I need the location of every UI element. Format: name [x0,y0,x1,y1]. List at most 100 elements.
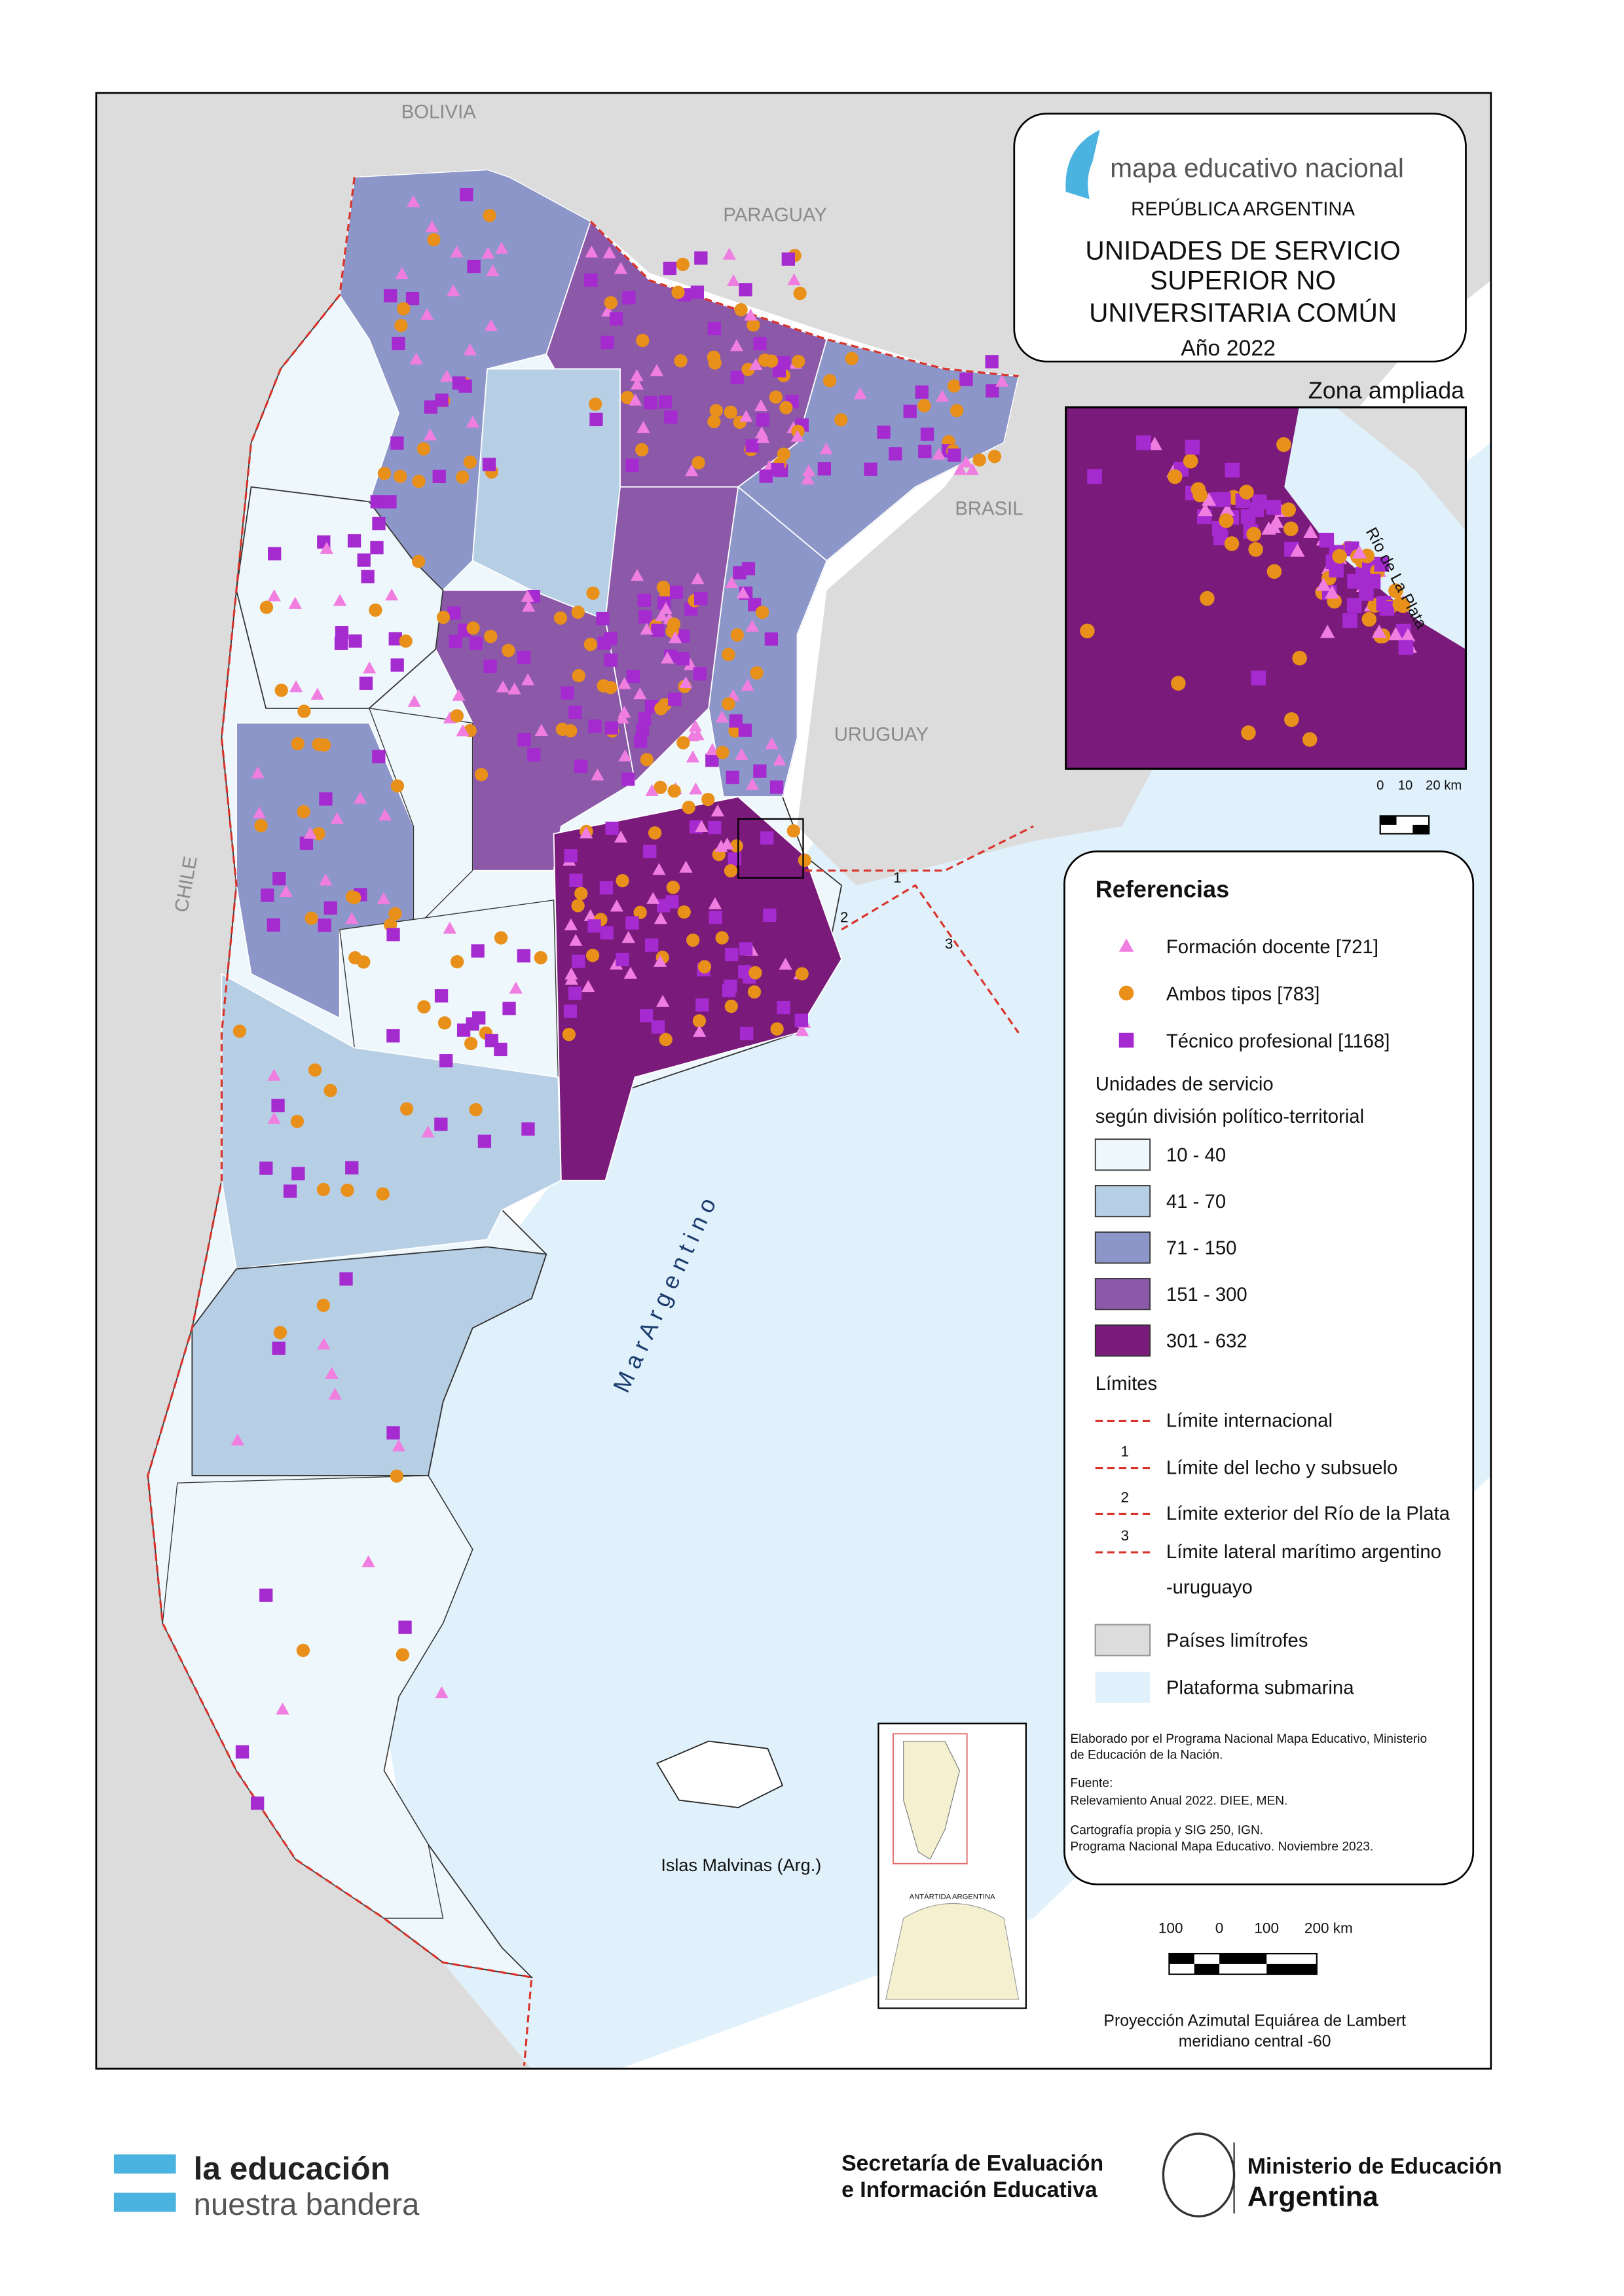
square-marker [665,895,679,909]
flag-stripe [113,2154,176,2174]
circle-marker [769,390,783,404]
triangle-marker [689,782,703,795]
neighbor-label: BRASIL [955,498,1023,520]
square-marker [690,285,705,299]
circle-marker [290,1114,304,1128]
triangle-marker [688,720,702,732]
square-marker [563,1004,578,1018]
triangle-marker [756,431,770,443]
triangle-marker [328,1387,342,1400]
triangle-marker [736,586,750,598]
circle-marker [463,455,477,469]
triangle-marker [684,658,697,670]
legend-label: 10 - 40 [1166,1144,1226,1166]
square-marker [564,849,578,863]
triangle-marker [773,754,786,766]
triangle-marker [425,220,439,232]
circle-marker [724,864,738,878]
circle-marker [730,628,744,642]
circle-marker [394,469,407,483]
scale-label: 0 [1215,1920,1224,1937]
circle-marker [562,1027,576,1042]
triangle-marker [686,750,700,763]
square-marker [915,385,929,399]
legend-subtitle: según división político-territorial [1096,1106,1364,1127]
square-marker [1359,586,1374,601]
square-marker [959,373,973,386]
circle-marker [1283,521,1299,536]
square-marker [372,750,386,763]
year: Año 2022 [1181,336,1276,361]
legend-label: 41 - 70 [1166,1191,1226,1212]
square-marker [405,291,420,306]
circle-marker [755,606,769,619]
triangle-marker [319,873,333,886]
circle-marker [715,931,729,945]
square-marker [574,759,588,773]
locator-box [893,1733,968,1865]
triangle-marker [661,651,674,664]
square-marker [449,634,462,649]
square-marker [760,831,774,845]
square-marker [625,916,639,930]
circle-marker [534,951,547,964]
province [191,1246,547,1476]
triangle-marker [509,981,523,994]
circle-marker [640,753,654,767]
square-marker [741,562,756,575]
square-marker [708,820,722,835]
triangle-marker [581,979,595,993]
square-marker [483,659,497,673]
triangle-marker [679,676,693,689]
neighbor-label: URUGUAY [834,723,929,745]
circle-marker [1388,583,1403,598]
scale-bar [1219,1954,1267,1964]
triangle-marker [725,575,739,589]
circle-marker [667,617,681,631]
triangle-marker [722,247,736,260]
circle-marker [845,352,858,365]
legend-label: Países limítrofes [1166,1630,1308,1651]
circle-marker [304,911,318,925]
province [221,973,562,1270]
triangle-marker [447,284,460,297]
circle-marker [399,1102,414,1116]
triangle-marker [790,429,804,442]
triangle-marker [720,837,734,850]
circle-marker [390,779,405,793]
circle-marker [676,257,690,271]
triangle-marker [726,274,741,287]
square-marker [482,458,496,471]
square-marker [1249,502,1264,518]
square-marker [596,611,610,626]
square-marker [725,947,739,962]
circle-marker [296,1643,310,1657]
circle-marker [571,899,585,913]
triangle-marker [819,442,833,455]
triangle-marker [1201,492,1217,506]
title-box: mapa educativo nacional REPÚBLICA ARGENT… [1013,113,1467,363]
square-marker [1329,562,1344,578]
class-swatch [1094,1278,1151,1311]
triangle-marker [621,930,635,943]
province [553,796,843,1181]
circle-marker [308,1063,322,1077]
legend-label: Límite internacional [1166,1410,1333,1431]
square-marker [643,845,657,858]
square-marker [517,650,531,665]
circle-marker [1190,482,1206,497]
triangle-marker [618,677,631,689]
triangle-marker [564,918,578,930]
triangle-marker [669,630,682,644]
triangle-marker [691,728,705,740]
triangle-marker [630,369,644,382]
triangle-marker [267,1068,281,1081]
circle-marker [555,722,570,737]
triangle-marker [310,687,324,700]
circle-marker [765,354,779,368]
triangle-marker [616,711,629,724]
square-marker [986,384,999,398]
circle-marker [798,853,811,867]
circle-marker [323,1084,337,1097]
square-marker [568,986,582,1000]
